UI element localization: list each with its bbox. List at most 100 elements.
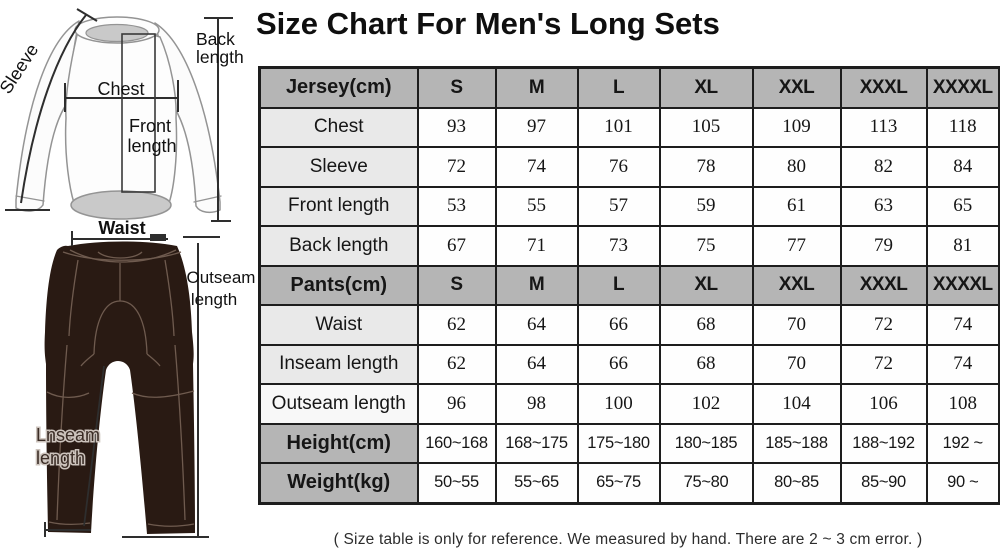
size-value: 113 xyxy=(839,106,928,148)
range-value: 160~168 xyxy=(416,422,497,464)
size-col-header: XL xyxy=(658,264,754,306)
page-title: Size Chart For Men's Long Sets xyxy=(256,6,720,41)
sleeve-measure-tick xyxy=(76,8,98,22)
size-col-header: S xyxy=(416,66,497,109)
size-col-header: XXXXL xyxy=(925,264,1000,306)
size-col-header: XXXL xyxy=(839,264,928,306)
range-value: 75~80 xyxy=(658,462,754,504)
size-value: 59 xyxy=(658,185,754,227)
size-value: 65 xyxy=(925,185,1000,227)
size-col-header: L xyxy=(576,66,661,109)
size-col-header: XXXXL xyxy=(925,66,1000,109)
size-col-header: XXL xyxy=(751,66,842,109)
row-label: Front length xyxy=(258,185,419,227)
range-value: 50~55 xyxy=(416,462,497,504)
size-value: 72 xyxy=(839,343,928,385)
jersey-hem xyxy=(70,190,172,220)
pants-measure-lines xyxy=(44,231,220,538)
table-row-chest: Chest 93 97 101 105 109 113 118 xyxy=(258,106,1000,148)
size-value: 62 xyxy=(416,343,497,385)
table-row-jersey-header: Jersey(cm) S M L XL XXL XXXL XXXXL xyxy=(258,66,1000,109)
table-row-pants-header: Pants(cm) S M L XL XXL XXXL XXXXL xyxy=(258,264,1000,306)
size-value: 105 xyxy=(658,106,754,148)
size-value: 71 xyxy=(494,225,579,267)
row-label: Sleeve xyxy=(258,146,419,188)
size-value: 63 xyxy=(839,185,928,227)
row-label-height: Height(cm) xyxy=(258,422,419,464)
outseam-measure-line xyxy=(122,236,220,538)
inseam-label-line2: length xyxy=(36,448,85,468)
size-value: 76 xyxy=(576,146,661,188)
back-length-label-line1: Back xyxy=(196,29,235,49)
size-value: 57 xyxy=(576,185,661,227)
size-value: 84 xyxy=(925,146,1000,188)
size-value: 62 xyxy=(416,304,497,346)
size-value: 96 xyxy=(416,383,497,425)
range-value: 168~175 xyxy=(494,422,579,464)
size-value: 64 xyxy=(494,343,579,385)
size-value: 79 xyxy=(839,225,928,267)
waist-label: Waist xyxy=(98,218,145,238)
size-value: 68 xyxy=(658,343,754,385)
size-value: 66 xyxy=(576,304,661,346)
size-col-header: M xyxy=(494,66,579,109)
row-label-weight: Weight(kg) xyxy=(258,462,419,504)
size-value: 70 xyxy=(751,304,842,346)
size-value: 93 xyxy=(416,106,497,148)
pants-diagram xyxy=(44,241,195,534)
row-label: Chest xyxy=(258,106,419,148)
size-value: 61 xyxy=(751,185,842,227)
jersey-collar-inner xyxy=(85,23,149,43)
waist-measure-endblock xyxy=(150,234,166,241)
size-value: 72 xyxy=(839,304,928,346)
pants-seams xyxy=(46,249,195,527)
section-header-jersey: Jersey(cm) xyxy=(258,66,419,109)
pants-silhouette xyxy=(44,241,195,534)
size-value: 77 xyxy=(751,225,842,267)
size-value: 106 xyxy=(839,383,928,425)
range-value: 180~185 xyxy=(658,422,754,464)
range-value: 175~180 xyxy=(576,422,661,464)
table-row-front-length: Front length 53 55 57 59 61 63 65 xyxy=(258,185,1000,227)
size-value: 53 xyxy=(416,185,497,227)
range-value: 85~90 xyxy=(839,462,928,504)
inseam-label-line1: Lnseam xyxy=(36,425,100,445)
back-length-measure-line xyxy=(204,17,233,222)
size-value: 118 xyxy=(925,106,1000,148)
range-value: 55~65 xyxy=(494,462,579,504)
inseam-measure-endbar xyxy=(44,522,91,537)
size-value: 101 xyxy=(576,106,661,148)
size-value: 109 xyxy=(751,106,842,148)
size-value: 97 xyxy=(494,106,579,148)
row-label: Inseam length xyxy=(258,343,419,385)
size-value: 55 xyxy=(494,185,579,227)
outseam-label-line2: length xyxy=(191,290,237,309)
jersey-diagram xyxy=(15,16,222,220)
range-value: 192 ~ xyxy=(925,422,1000,464)
size-value: 74 xyxy=(925,304,1000,346)
front-length-measure-box xyxy=(121,33,156,193)
size-value: 108 xyxy=(925,383,1000,425)
table-row-weight: Weight(kg) 50~55 55~65 65~75 75~80 80~85… xyxy=(258,462,1000,504)
size-value: 66 xyxy=(576,343,661,385)
outseam-label-line1: Outseam xyxy=(187,268,256,287)
range-value: 185~188 xyxy=(751,422,842,464)
size-value: 74 xyxy=(925,343,1000,385)
size-value: 98 xyxy=(494,383,579,425)
size-value: 80 xyxy=(751,146,842,188)
reference-note: ( Size table is only for reference. We m… xyxy=(333,531,923,548)
size-value: 102 xyxy=(658,383,754,425)
front-length-label-line2: length xyxy=(127,136,176,156)
sleeve-label: Sleeve xyxy=(0,40,42,97)
table-row-back-length: Back length 67 71 73 75 77 79 81 xyxy=(258,225,1000,267)
size-value: 64 xyxy=(494,304,579,346)
table-row-outseam-length: Outseam length 96 98 100 102 104 106 108 xyxy=(258,383,1000,425)
range-value: 90 ~ xyxy=(925,462,1000,504)
size-value: 82 xyxy=(839,146,928,188)
size-value: 70 xyxy=(751,343,842,385)
range-value: 65~75 xyxy=(576,462,661,504)
section-header-pants: Pants(cm) xyxy=(258,264,419,306)
front-length-label-line1: Front xyxy=(129,116,171,136)
size-col-header: XL xyxy=(658,66,754,109)
